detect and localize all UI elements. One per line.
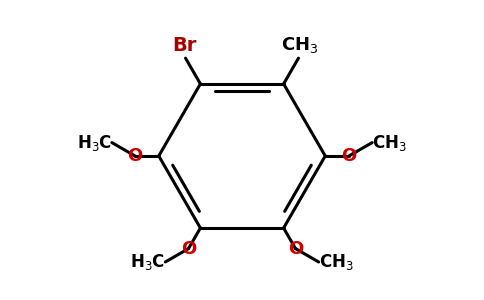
Text: H$_3$C: H$_3$C <box>130 252 166 272</box>
Text: H$_3$C: H$_3$C <box>76 133 112 153</box>
Text: O: O <box>341 147 357 165</box>
Text: O: O <box>181 240 196 258</box>
Text: CH$_3$: CH$_3$ <box>281 35 318 55</box>
Text: Br: Br <box>172 36 196 55</box>
Text: O: O <box>288 240 303 258</box>
Text: CH$_3$: CH$_3$ <box>318 252 353 272</box>
Text: CH$_3$: CH$_3$ <box>372 133 407 153</box>
Text: O: O <box>127 147 143 165</box>
